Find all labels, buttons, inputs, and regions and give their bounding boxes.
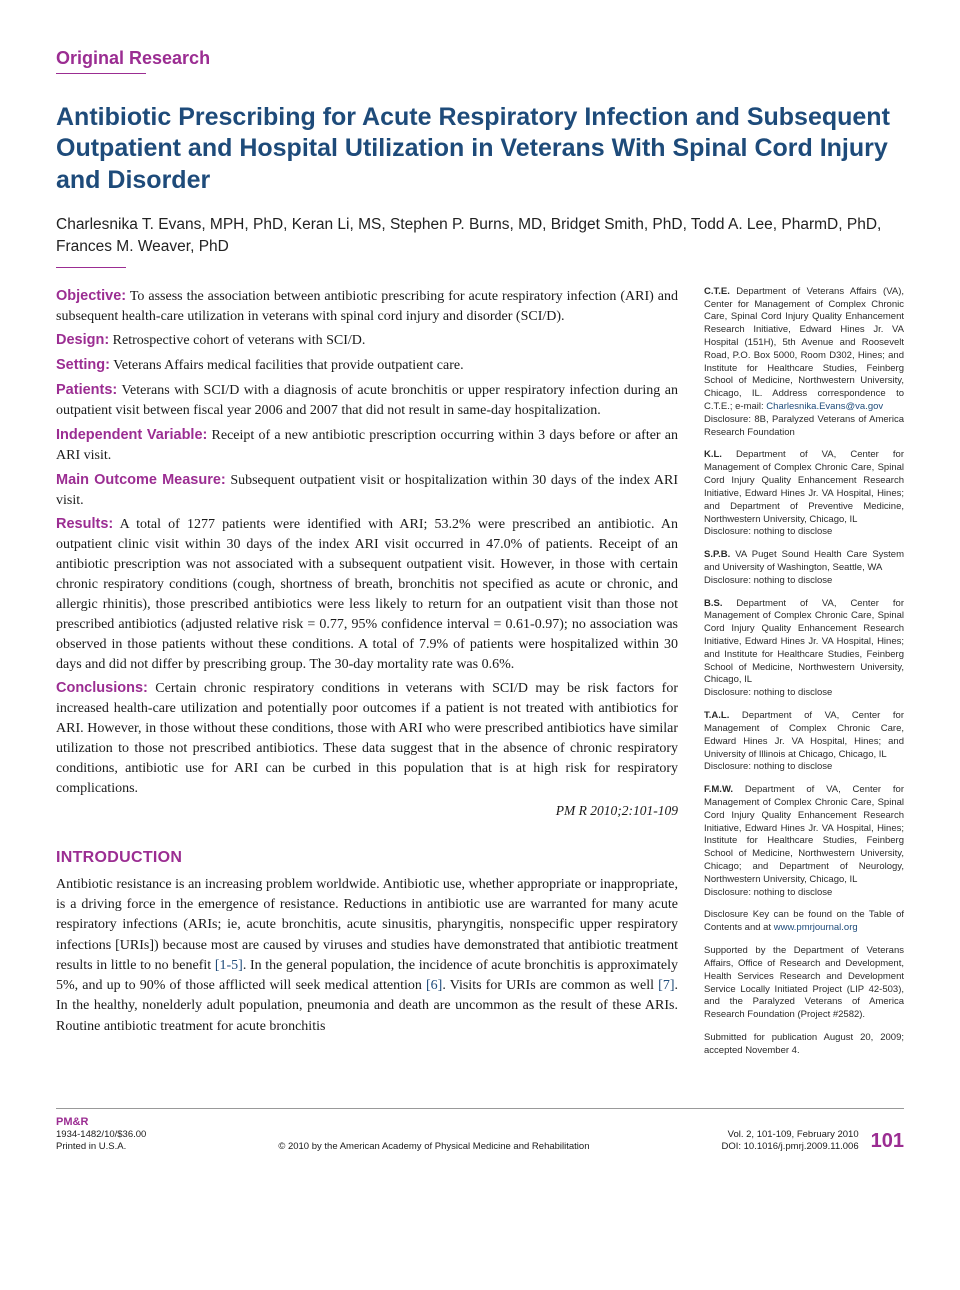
footer-left: PM&R 1934-1482/10/$36.00 Printed in U.S.…	[56, 1115, 146, 1154]
issn-line: 1934-1482/10/$36.00	[56, 1129, 146, 1141]
abstract-results: Results: A total of 1277 patients were i…	[56, 514, 678, 674]
abstract-design: Design: Retrospective cohort of veterans…	[56, 330, 678, 351]
affiliation-initials: T.A.L.	[704, 710, 729, 721]
affiliation-spb: S.P.B. VA Puget Sound Health Care System…	[704, 549, 904, 587]
email-link[interactable]: Charlesnika.Evans@va.gov	[766, 401, 883, 412]
abstract-text: To assess the association between antibi…	[56, 289, 678, 324]
affiliation-cte: C.T.E. Department of Veterans Affairs (V…	[704, 286, 904, 440]
abstract-label: Setting:	[56, 357, 110, 373]
affiliation-text: Department of VA, Center for Management …	[704, 449, 904, 524]
affiliation-fmw: F.M.W. Department of VA, Center for Mana…	[704, 784, 904, 899]
affiliation-text: Department of VA, Center for Management …	[704, 598, 904, 686]
printed-line: Printed in U.S.A.	[56, 1141, 146, 1153]
disclosure-text: Disclosure: nothing to disclose	[704, 761, 832, 772]
disclosure-text: Disclosure: nothing to disclose	[704, 887, 832, 898]
abstract-label: Results:	[56, 516, 113, 532]
affiliation-text: VA Puget Sound Health Care System and Un…	[704, 549, 904, 573]
abstract-setting: Setting: Veterans Affairs medical facili…	[56, 355, 678, 376]
submission-dates: Submitted for publication August 20, 200…	[704, 1032, 904, 1058]
abstract-text: Veterans with SCI/D with a diagnosis of …	[56, 383, 678, 418]
footer-right: Vol. 2, 101-109, February 2010 DOI: 10.1…	[721, 1128, 904, 1154]
abstract-text: Certain chronic respiratory conditions i…	[56, 681, 678, 795]
citation-line: PM R 2010;2:101-109	[56, 803, 678, 819]
abstract-conclusions: Conclusions: Certain chronic respiratory…	[56, 678, 678, 798]
article-title: Antibiotic Prescribing for Acute Respira…	[56, 102, 904, 196]
abstract-label: Independent Variable:	[56, 427, 207, 443]
main-column: Objective: To assess the association bet…	[56, 286, 678, 1037]
ref-link[interactable]: [1-5]	[215, 958, 243, 973]
affiliation-initials: K.L.	[704, 449, 722, 460]
affiliation-initials: C.T.E.	[704, 286, 730, 297]
affiliation-text: Department of VA, Center for Management …	[704, 784, 904, 885]
disclosure-text: Disclosure: nothing to disclose	[704, 687, 832, 698]
category-rule	[56, 73, 146, 74]
introduction-heading: INTRODUCTION	[56, 849, 678, 867]
ref-link[interactable]: [6]	[426, 978, 442, 993]
affiliation-tal: T.A.L. Department of VA, Center for Mana…	[704, 710, 904, 774]
affiliation-initials: F.M.W.	[704, 784, 733, 795]
disclosure-text: Disclosure: 8B, Paralyzed Veterans of Am…	[704, 414, 904, 438]
introduction-paragraph: Antibiotic resistance is an increasing p…	[56, 875, 678, 1037]
abstract-label: Conclusions:	[56, 680, 148, 696]
page-number: 101	[871, 1128, 904, 1154]
abstract-label: Objective:	[56, 288, 126, 304]
support-statement: Supported by the Department of Veterans …	[704, 945, 904, 1022]
doi-line: DOI: 10.1016/j.pmrj.2009.11.006	[721, 1141, 858, 1153]
abstract-text: Retrospective cohort of veterans with SC…	[109, 333, 365, 348]
author-rule	[56, 267, 126, 268]
journal-link[interactable]: www.pmrjournal.org	[774, 922, 858, 933]
affiliation-kl: K.L. Department of VA, Center for Manage…	[704, 449, 904, 539]
affiliation-initials: B.S.	[704, 598, 722, 609]
author-list: Charlesnika T. Evans, MPH, PhD, Keran Li…	[56, 214, 904, 259]
affiliations-sidebar: C.T.E. Department of Veterans Affairs (V…	[704, 286, 904, 1068]
disclosure-key: Disclosure Key can be found on the Table…	[704, 909, 904, 935]
volume-line: Vol. 2, 101-109, February 2010	[721, 1129, 858, 1141]
abstract-label: Patients:	[56, 382, 117, 398]
copyright-line: © 2010 by the American Academy of Physic…	[146, 1141, 721, 1153]
affiliation-text: Department of VA, Center for Management …	[704, 710, 904, 759]
article-category: Original Research	[56, 48, 904, 69]
abstract-independent-variable: Independent Variable: Receipt of a new a…	[56, 425, 678, 466]
content-row: Objective: To assess the association bet…	[56, 286, 904, 1068]
abstract-outcome-measure: Main Outcome Measure: Subsequent outpati…	[56, 470, 678, 511]
affiliation-bs: B.S. Department of VA, Center for Manage…	[704, 598, 904, 701]
footer-center: © 2010 by the American Academy of Physic…	[146, 1141, 721, 1153]
abstract-objective: Objective: To assess the association bet…	[56, 286, 678, 327]
abstract-label: Main Outcome Measure:	[56, 472, 226, 488]
journal-brand: PM&R	[56, 1115, 146, 1129]
abstract-patients: Patients: Veterans with SCI/D with a dia…	[56, 380, 678, 421]
disclosure-text: Disclosure: nothing to disclose	[704, 526, 832, 537]
abstract-text: A total of 1277 patients were identified…	[56, 517, 678, 671]
abstract-label: Design:	[56, 332, 109, 348]
ref-link[interactable]: [7]	[658, 978, 674, 993]
affiliation-text: Department of Veterans Affairs (VA), Cen…	[704, 286, 904, 412]
disclosure-text: Disclosure: nothing to disclose	[704, 575, 832, 586]
page-footer: PM&R 1934-1482/10/$36.00 Printed in U.S.…	[56, 1108, 904, 1154]
intro-text: . Visits for URIs are common as well	[442, 978, 658, 993]
affiliation-initials: S.P.B.	[704, 549, 730, 560]
abstract-text: Veterans Affairs medical facilities that…	[110, 358, 464, 373]
